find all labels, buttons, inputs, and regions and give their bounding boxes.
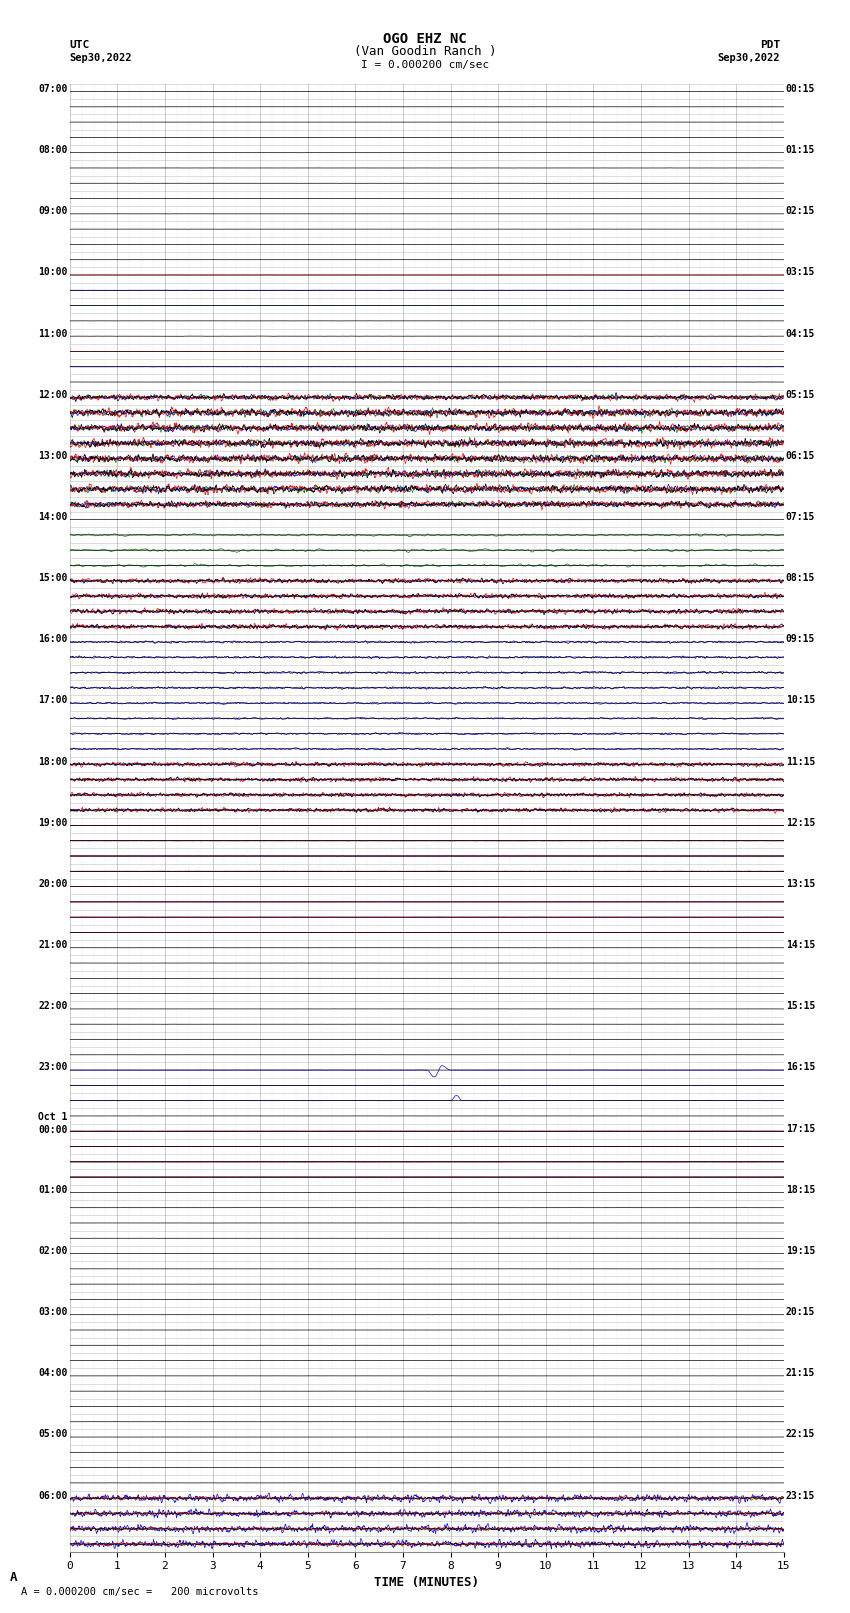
Text: 21:15: 21:15 <box>786 1368 815 1378</box>
Text: 08:15: 08:15 <box>786 573 815 584</box>
Text: OGO EHZ NC: OGO EHZ NC <box>383 32 467 47</box>
Text: 19:00: 19:00 <box>38 818 67 827</box>
Text: Sep30,2022: Sep30,2022 <box>717 53 780 63</box>
Text: 18:15: 18:15 <box>786 1184 815 1195</box>
Text: 22:15: 22:15 <box>786 1429 815 1439</box>
X-axis label: TIME (MINUTES): TIME (MINUTES) <box>374 1576 479 1589</box>
Text: 11:15: 11:15 <box>786 756 815 766</box>
Text: 10:00: 10:00 <box>38 268 67 277</box>
Text: PDT: PDT <box>760 40 780 50</box>
Text: 03:15: 03:15 <box>786 268 815 277</box>
Text: 08:00: 08:00 <box>38 145 67 155</box>
Text: 07:15: 07:15 <box>786 511 815 523</box>
Text: 20:15: 20:15 <box>786 1307 815 1318</box>
Text: Sep30,2022: Sep30,2022 <box>70 53 133 63</box>
Text: 04:15: 04:15 <box>786 329 815 339</box>
Text: 01:00: 01:00 <box>38 1184 67 1195</box>
Text: 17:15: 17:15 <box>786 1124 815 1134</box>
Text: 04:00: 04:00 <box>38 1368 67 1378</box>
Text: 09:15: 09:15 <box>786 634 815 644</box>
Text: 02:00: 02:00 <box>38 1245 67 1257</box>
Text: 14:00: 14:00 <box>38 511 67 523</box>
Text: 03:00: 03:00 <box>38 1307 67 1318</box>
Text: 12:15: 12:15 <box>786 818 815 827</box>
Text: 02:15: 02:15 <box>786 206 815 216</box>
Text: 14:15: 14:15 <box>786 940 815 950</box>
Text: 06:00: 06:00 <box>38 1490 67 1500</box>
Text: 23:00: 23:00 <box>38 1063 67 1073</box>
Text: A = 0.000200 cm/sec =   200 microvolts: A = 0.000200 cm/sec = 200 microvolts <box>21 1587 258 1597</box>
Text: 01:15: 01:15 <box>786 145 815 155</box>
Text: 11:00: 11:00 <box>38 329 67 339</box>
Text: 10:15: 10:15 <box>786 695 815 705</box>
Text: 00:00: 00:00 <box>38 1126 67 1136</box>
Text: 06:15: 06:15 <box>786 450 815 461</box>
Text: 15:15: 15:15 <box>786 1002 815 1011</box>
Text: I = 0.000200 cm/sec: I = 0.000200 cm/sec <box>361 60 489 69</box>
Text: 17:00: 17:00 <box>38 695 67 705</box>
Text: UTC: UTC <box>70 40 90 50</box>
Text: 23:15: 23:15 <box>786 1490 815 1500</box>
Text: 12:00: 12:00 <box>38 390 67 400</box>
Text: 20:00: 20:00 <box>38 879 67 889</box>
Text: Oct 1: Oct 1 <box>38 1111 67 1123</box>
Text: 05:15: 05:15 <box>786 390 815 400</box>
Text: 16:15: 16:15 <box>786 1063 815 1073</box>
Text: 09:00: 09:00 <box>38 206 67 216</box>
Text: 13:15: 13:15 <box>786 879 815 889</box>
Text: 16:00: 16:00 <box>38 634 67 644</box>
Text: (Van Goodin Ranch ): (Van Goodin Ranch ) <box>354 45 496 58</box>
Text: 19:15: 19:15 <box>786 1245 815 1257</box>
Text: 05:00: 05:00 <box>38 1429 67 1439</box>
Text: 21:00: 21:00 <box>38 940 67 950</box>
Text: A: A <box>10 1571 18 1584</box>
Text: 00:15: 00:15 <box>786 84 815 94</box>
Text: 15:00: 15:00 <box>38 573 67 584</box>
Text: 22:00: 22:00 <box>38 1002 67 1011</box>
Text: 13:00: 13:00 <box>38 450 67 461</box>
Text: 07:00: 07:00 <box>38 84 67 94</box>
Text: 18:00: 18:00 <box>38 756 67 766</box>
